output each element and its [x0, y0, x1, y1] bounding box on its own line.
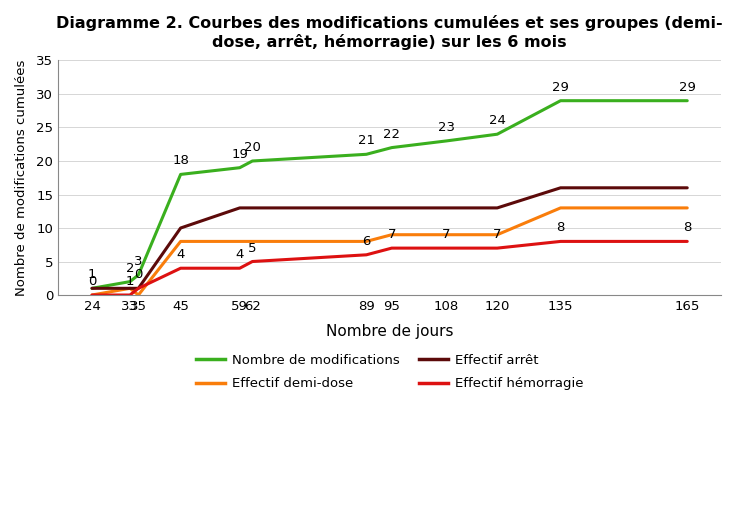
Text: 8: 8	[683, 221, 691, 235]
Text: 3: 3	[134, 255, 143, 268]
Text: 19: 19	[231, 148, 248, 161]
Text: 5: 5	[248, 242, 257, 255]
Y-axis label: Nombre de modifications cumulées: Nombre de modifications cumulées	[15, 59, 28, 296]
Text: 2: 2	[126, 262, 134, 275]
Text: 20: 20	[244, 141, 261, 154]
Text: 0: 0	[88, 275, 96, 288]
Text: 23: 23	[438, 121, 455, 134]
Text: 18: 18	[172, 154, 189, 168]
Text: 22: 22	[383, 128, 400, 141]
Text: 1: 1	[88, 268, 96, 281]
Text: 4: 4	[236, 248, 244, 261]
Title: Diagramme 2. Courbes des modifications cumulées et ses groupes (demi-
dose, arrê: Diagramme 2. Courbes des modifications c…	[56, 15, 723, 50]
Text: 24: 24	[489, 114, 506, 128]
Legend: Nombre de modifications, Effectif demi-dose, Effectif arrêt, Effectif hémorragie: Nombre de modifications, Effectif demi-d…	[191, 348, 589, 396]
Text: 21: 21	[358, 134, 375, 147]
Text: 0: 0	[134, 268, 143, 281]
Text: 7: 7	[387, 228, 396, 241]
Text: 7: 7	[442, 228, 451, 241]
Text: 8: 8	[556, 221, 565, 235]
Text: 4: 4	[177, 248, 185, 261]
Text: 7: 7	[493, 228, 501, 241]
Text: 29: 29	[552, 81, 569, 94]
Text: 1: 1	[126, 275, 134, 288]
Text: 6: 6	[362, 235, 370, 248]
X-axis label: Nombre de jours: Nombre de jours	[326, 324, 453, 339]
Text: 29: 29	[679, 81, 696, 94]
